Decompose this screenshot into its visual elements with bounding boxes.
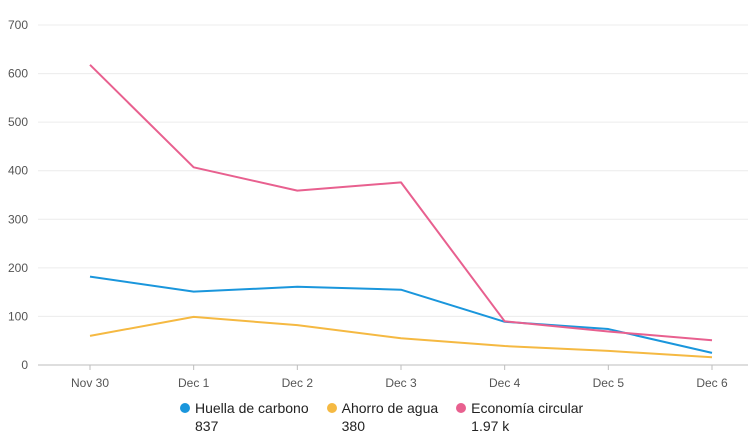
legend-dot-icon	[456, 403, 467, 413]
legend-label: Huella de carbono	[195, 400, 309, 416]
y-axis: 0 100 200 300 400 500 600 700	[8, 18, 28, 372]
x-tick-label: Dec 2	[282, 376, 314, 390]
x-tick-label: Dec 1	[178, 376, 210, 390]
y-tick-label: 0	[21, 358, 28, 372]
legend-dot-icon	[180, 403, 190, 413]
series-layer	[89, 64, 713, 359]
series-line-2[interactable]	[89, 64, 713, 342]
legend-label: Ahorro de agua	[341, 400, 439, 416]
y-tick-label: 100	[8, 309, 28, 323]
y-tick-label: 400	[8, 164, 28, 178]
series-line-1[interactable]	[89, 315, 713, 359]
series-line-0[interactable]	[89, 275, 713, 354]
legend-item-economia-circular[interactable]: Economía circular 1.97 k	[456, 400, 583, 434]
x-tick-label: Nov 30	[71, 376, 109, 390]
x-tick-label: Dec 4	[489, 376, 521, 390]
legend-item-ahorro-de-agua[interactable]: Ahorro de agua 380	[326, 400, 439, 434]
grid-layer	[38, 24, 748, 317]
y-tick-label: 600	[8, 67, 28, 81]
x-tick-label: Dec 5	[593, 376, 625, 390]
legend-dot-icon	[326, 403, 337, 413]
legend-label: Economía circular	[471, 400, 584, 416]
legend-total: 380	[341, 418, 365, 434]
legend-total: 1.97 k	[471, 418, 510, 434]
y-tick-label: 200	[8, 261, 28, 275]
y-tick-label: 500	[8, 115, 28, 129]
legend-item-huella-de-carbono[interactable]: Huella de carbono 837	[180, 400, 309, 434]
x-axis: Nov 30 Dec 1 Dec 2 Dec 3 Dec 4 Dec 5 Dec 6	[38, 364, 748, 390]
legend-total: 837	[195, 418, 219, 434]
y-tick-label: 300	[8, 212, 28, 226]
x-tick-label: Dec 6	[696, 376, 728, 390]
y-tick-label: 700	[8, 18, 28, 32]
x-tick-label: Dec 3	[385, 376, 417, 390]
legend: Huella de carbono 837 Ahorro de agua 380…	[180, 400, 583, 434]
